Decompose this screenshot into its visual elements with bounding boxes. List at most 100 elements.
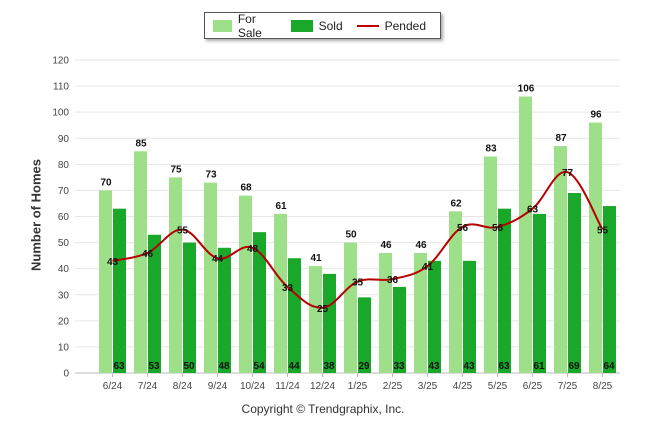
data-label-for-sale: 46	[415, 240, 427, 251]
data-label-pended: 77	[562, 168, 574, 179]
bar-for-sale	[414, 253, 427, 373]
bar-sold	[183, 242, 196, 373]
data-label-for-sale: 46	[380, 240, 392, 251]
legend-item-pended[interactable]: Pended	[356, 18, 426, 33]
bar-sold	[323, 273, 336, 373]
data-label-for-sale: 61	[275, 201, 287, 212]
data-label-pended: 25	[317, 304, 329, 315]
data-label-for-sale: 75	[170, 164, 182, 175]
bar-sold	[393, 286, 406, 373]
bar-for-sale	[344, 242, 357, 373]
data-label-pended: 56	[492, 223, 504, 234]
legend-swatch-pended	[356, 24, 379, 27]
bar-sold	[463, 260, 476, 373]
bar-sold	[533, 213, 546, 373]
legend-swatch-for-sale	[213, 19, 232, 32]
bar-for-sale	[274, 213, 287, 373]
x-tick-label: 5/25	[488, 381, 508, 392]
data-label-for-sale: 41	[310, 253, 322, 264]
bar-for-sale	[519, 96, 532, 374]
y-tick-label: 90	[58, 134, 70, 145]
y-tick-label: 20	[58, 316, 70, 327]
bar-for-sale	[554, 146, 567, 373]
y-tick-label: 40	[58, 264, 70, 275]
x-tick-label: 2/25	[383, 381, 403, 392]
y-tick-label: 110	[53, 82, 69, 93]
x-tick-label: 6/25	[523, 381, 543, 392]
data-label-sold: 43	[463, 361, 475, 372]
data-label-sold: 69	[568, 361, 580, 372]
data-label-for-sale: 50	[345, 230, 357, 241]
data-label-sold: 38	[323, 361, 335, 372]
data-label-pended: 35	[352, 278, 364, 289]
bar-sold	[288, 258, 301, 373]
x-tick-label: 12/24	[310, 381, 335, 392]
y-tick-label: 10	[58, 342, 70, 353]
bar-sold	[253, 232, 266, 373]
y-tick-label: 70	[58, 186, 70, 197]
bar-sold	[568, 193, 581, 373]
bar-for-sale	[99, 190, 112, 373]
data-label-sold: 44	[288, 361, 300, 372]
data-label-pended: 56	[457, 223, 469, 234]
bar-for-sale	[134, 151, 147, 373]
bar-sold	[148, 234, 161, 373]
data-label-sold: 54	[253, 361, 265, 372]
data-label-sold: 64	[603, 361, 615, 372]
legend-swatch-sold	[290, 19, 313, 32]
bar-for-sale	[309, 266, 322, 373]
x-tick-label: 1/25	[348, 381, 368, 392]
bar-sold	[603, 206, 616, 373]
bar-for-sale	[169, 177, 182, 373]
x-tick-label: 7/24	[138, 381, 158, 392]
x-tick-label: 8/25	[593, 381, 613, 392]
bar-sold	[113, 208, 126, 373]
data-label-sold: 61	[533, 361, 545, 372]
bar-sold	[358, 297, 371, 373]
data-label-sold: 53	[148, 361, 160, 372]
data-label-pended: 41	[422, 262, 434, 273]
data-label-sold: 63	[113, 361, 125, 372]
x-tick-label: 10/24	[240, 381, 265, 392]
data-label-for-sale: 68	[240, 183, 252, 194]
legend-label-sold: Sold	[318, 18, 343, 33]
data-label-pended: 55	[177, 226, 189, 237]
copyright-text: Copyright © Trendgraphix, Inc.	[241, 402, 405, 416]
data-label-pended: 55	[597, 226, 609, 237]
bar-for-sale	[239, 195, 252, 373]
y-tick-label: 0	[63, 369, 69, 380]
legend-item-for-sale[interactable]: For Sale	[213, 12, 277, 40]
y-tick-label: 100	[52, 108, 69, 119]
data-label-for-sale: 87	[555, 133, 567, 144]
legend-label-pended: Pended	[384, 18, 426, 33]
bar-for-sale	[449, 211, 462, 373]
data-label-for-sale: 96	[590, 110, 602, 121]
y-tick-label: 80	[58, 160, 70, 171]
bar-sold	[218, 247, 231, 373]
data-label-pended: 63	[527, 205, 539, 216]
bar-for-sale	[204, 182, 217, 373]
y-tick-label: 120	[52, 56, 69, 67]
data-label-sold: 33	[393, 361, 405, 372]
bar-sold	[428, 260, 441, 373]
y-axis-title: Number of Homes	[28, 159, 44, 271]
data-label-sold: 48	[218, 361, 230, 372]
bar-sold	[498, 208, 511, 373]
data-label-pended: 36	[387, 275, 399, 286]
x-tick-label: 11/24	[275, 381, 300, 392]
x-tick-label: 3/25	[418, 381, 438, 392]
data-label-pended: 48	[247, 244, 259, 255]
data-label-for-sale: 85	[135, 138, 147, 149]
x-tick-label: 6/24	[103, 381, 123, 392]
x-tick-label: 7/25	[558, 381, 578, 392]
legend-label-for-sale: For Sale	[237, 11, 262, 40]
data-label-pended: 44	[212, 254, 224, 265]
y-tick-label: 30	[58, 290, 70, 301]
data-label-sold: 29	[358, 361, 370, 372]
legend-item-sold[interactable]: Sold	[290, 18, 343, 33]
line-pended	[112, 171, 604, 309]
y-tick-label: 50	[58, 238, 70, 249]
data-label-sold: 43	[428, 361, 440, 372]
bar-for-sale	[484, 156, 497, 373]
